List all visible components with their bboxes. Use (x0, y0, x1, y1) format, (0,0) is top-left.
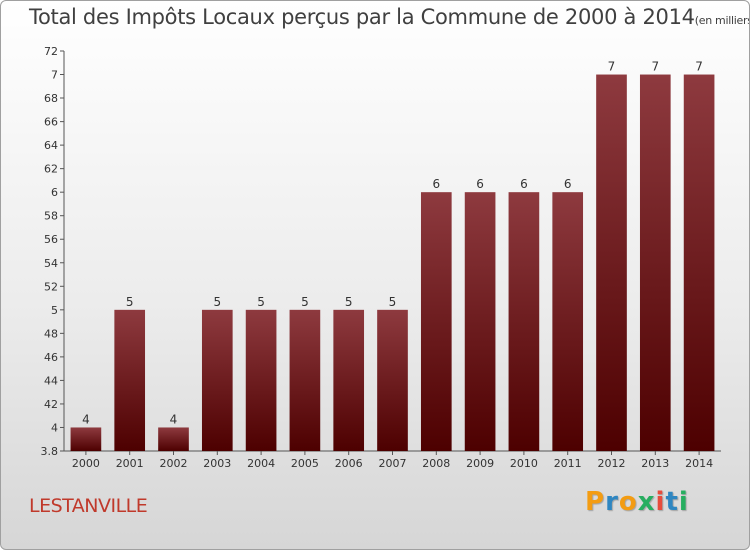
proxiti-logo: Proxiti (585, 487, 689, 517)
logo-letter: P (585, 487, 606, 517)
bar-2009 (464, 192, 496, 452)
logo-letter: o (618, 487, 638, 517)
bar-value-label: 5 (345, 295, 353, 309)
x-tick-label: 2010 (510, 457, 538, 470)
bar-2014 (683, 74, 715, 451)
bar-value-label: 5 (389, 295, 397, 309)
y-tick-label: 68 (44, 92, 58, 105)
bar-value-label: 7 (695, 60, 703, 74)
x-tick-label: 2001 (116, 457, 144, 470)
bar-value-label: 4 (82, 412, 90, 426)
x-tick-label: 2012 (598, 457, 626, 470)
bar-value-label: 7 (608, 60, 616, 74)
x-tick-label: 2000 (72, 457, 100, 470)
bar-value-label: 7 (651, 60, 659, 74)
x-tick-label: 2007 (379, 457, 407, 470)
bar-2007 (377, 309, 408, 451)
bar-value-label: 5 (126, 295, 134, 309)
x-tick-label: 2008 (422, 457, 450, 470)
x-tick-label: 2003 (203, 457, 231, 470)
x-tick-label: 2009 (466, 457, 494, 470)
bar-value-label: 5 (301, 295, 309, 309)
y-tick-label: 4 (51, 421, 58, 434)
y-tick-label: 54 (44, 257, 58, 270)
bar-2008 (420, 192, 452, 452)
bar-2001 (114, 309, 146, 451)
y-tick-label: 46 (44, 351, 58, 364)
logo-letter: i (655, 487, 666, 517)
bar-2003 (201, 309, 233, 451)
y-tick-label: 64 (44, 139, 58, 152)
y-tick-label: 56 (44, 233, 58, 246)
logo-letter: i (678, 487, 689, 517)
x-tick-label: 2004 (247, 457, 275, 470)
y-tick-label: 72 (44, 45, 58, 58)
y-tick-label: 42 (44, 398, 58, 411)
y-tick-label: 44 (44, 374, 58, 387)
bar-2004 (245, 309, 277, 451)
bar-value-label: 6 (520, 177, 528, 191)
logo-letter: x (637, 487, 656, 517)
y-tick-label: 6 (51, 186, 58, 199)
bar-value-label: 6 (432, 177, 440, 191)
y-tick-label: 3.8 (41, 445, 59, 458)
chart-subtitle: (en milliers d'€) (694, 14, 750, 27)
x-tick-label: 2013 (641, 457, 669, 470)
y-tick-label: 58 (44, 210, 58, 223)
y-tick-label: 52 (44, 280, 58, 293)
x-tick-label: 2002 (160, 457, 188, 470)
logo-letter: r (605, 487, 619, 517)
bar-value-label: 6 (564, 177, 572, 191)
y-tick-label: 5 (51, 304, 58, 317)
bar-value-label: 5 (257, 295, 265, 309)
bar-2002 (158, 427, 189, 451)
bar-2010 (508, 192, 540, 452)
bar-value-label: 5 (213, 295, 221, 309)
bar-2012 (596, 74, 627, 451)
y-tick-label: 66 (44, 116, 58, 129)
bar-2006 (333, 309, 365, 451)
x-tick-label: 2005 (291, 457, 319, 470)
x-tick-label: 2014 (685, 457, 713, 470)
y-tick-label: 62 (44, 163, 58, 176)
bar-2005 (289, 309, 321, 451)
x-tick-label: 2006 (335, 457, 363, 470)
chart-title: Total des Impôts Locaux perçus par la Co… (29, 5, 750, 29)
bar-2013 (639, 74, 671, 451)
logo-letter: t (665, 487, 679, 517)
bar-value-label: 4 (170, 412, 178, 426)
bar-value-label: 6 (476, 177, 484, 191)
title-text: Total des Impôts Locaux perçus par la Co… (29, 5, 695, 29)
x-tick-label: 2011 (554, 457, 582, 470)
bar-2000 (70, 427, 102, 451)
y-tick-label: 7 (51, 69, 58, 82)
chart-bars: 4 5 4 5 5 5 5 5 6 6 6 6 7 7 7 (70, 60, 715, 452)
commune-name: LESTANVILLE (29, 495, 148, 517)
y-tick-label: 48 (44, 327, 58, 340)
bar-2011 (552, 192, 584, 452)
